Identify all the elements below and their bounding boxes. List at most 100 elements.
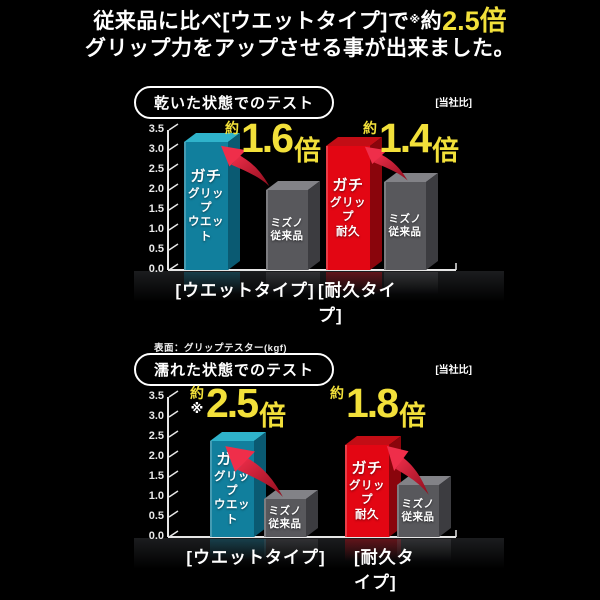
y-tick-label: 1.5 — [148, 203, 164, 215]
bar-gray: ミズノ 従来品 — [384, 182, 426, 270]
multiplier-value: 2.5 — [206, 380, 259, 426]
approx-label: 約 — [225, 120, 239, 136]
bar-label: ガチ — [351, 460, 383, 478]
x-group-label: [耐久タイプ] — [354, 548, 415, 592]
comparison-note: [当社比] — [435, 98, 472, 109]
bar-label: ミズノ — [270, 216, 304, 229]
bar-reflection — [264, 539, 318, 565]
multiplier-value: 1.8 — [346, 380, 399, 426]
header-line-2: グリップ力をアップさせる事が出来ました。 — [85, 37, 515, 60]
bar-reflection — [397, 539, 451, 565]
x-group-label: [ウエットタイプ] — [175, 281, 315, 300]
bar-label: ガチ — [190, 167, 222, 185]
chart-dry-header: 乾いた状態でのテスト [当社比] — [134, 86, 484, 130]
multiplier-prefix: 約 — [330, 385, 344, 401]
increase-arrow-icon — [364, 146, 408, 181]
y-tick-label: 3.0 — [148, 143, 164, 155]
header-line-1: 従来品に比べ[ウエットタイプ]で※約2.5倍 — [0, 8, 600, 35]
y-tick-label: 1.5 — [148, 470, 164, 482]
bar-top-face — [184, 133, 240, 142]
chart-dry-section: 乾いた状態でのテスト [当社比] 3.5 3.0 2.5 2.0 1.5 1.0 0.5 0.… — [134, 86, 504, 354]
y-tick-label: 0.0 — [148, 263, 164, 275]
bar-label: ミズノ — [388, 212, 422, 225]
approx-label: 約 — [363, 120, 377, 136]
chart-wet-header: 濡れた状態でのテスト [当社比] — [134, 353, 484, 397]
bar-label: 従来品 — [388, 226, 422, 238]
multiplier-label: 約 1.8 倍 — [330, 380, 426, 433]
bar-top-face — [266, 181, 320, 190]
bar-red: ガチ グリップ 耐久 — [326, 146, 370, 270]
comparison-note: [当社比] — [435, 365, 472, 376]
bar-label: 従来品 — [268, 518, 302, 530]
bar-reflection — [384, 272, 438, 298]
bar-gray: ミズノ 従来品 — [264, 499, 306, 537]
bar-label: 耐久 — [355, 508, 379, 521]
floor-reflection — [134, 271, 504, 307]
bar-top-face — [397, 476, 451, 485]
y-tick-label: 2.5 — [148, 163, 164, 175]
reference-mark: ※ — [409, 14, 421, 26]
bar-reflection — [345, 539, 401, 565]
approx-label: 約 — [190, 385, 204, 401]
bar-teal: ガチグリップウエット — [184, 142, 228, 270]
bar-label: ミズノ — [401, 497, 435, 510]
increase-arrow-icon — [386, 446, 429, 495]
chart-wet-section: 濡れた状態でのテスト [当社比] 3.5 3.0 2.5 2.0 1.5 1.0 0.5 0.… — [134, 353, 504, 592]
bar-label: ミズノ — [268, 504, 302, 517]
y-tick-label: 3.0 — [148, 410, 164, 422]
x-group-label: [耐久タイプ] — [318, 281, 397, 325]
bar-side-face — [370, 137, 382, 270]
y-tick-label: 0.0 — [148, 530, 164, 542]
surface-footnote: 表面：グリップテスター(kgf) — [154, 343, 288, 354]
floor-reflection — [134, 538, 504, 574]
bar-chart-dry: 3.5 3.0 2.5 2.0 1.5 1.0 0.5 0.0 ガチ グリップ ウエット ミズノ 従来品… — [134, 118, 504, 325]
y-tick-label: 3.5 — [148, 390, 164, 402]
multiplier-prefix: 約 — [363, 120, 377, 136]
bar-reflection — [184, 272, 240, 298]
multiplier-label: 約 1.6 倍 — [225, 118, 321, 168]
bar-top-face — [326, 137, 382, 146]
bar-gray: ミズノ 従来品 — [266, 190, 308, 270]
bar-label: グリップ — [214, 470, 250, 497]
multiplier-label: 約 ※ 2.5 倍 — [190, 380, 286, 433]
bar-label: グリップ — [349, 479, 385, 507]
bar-top-face — [345, 436, 401, 445]
multiplier-unit: 倍 — [294, 136, 321, 166]
bar-side-face — [426, 173, 438, 270]
multiplier-value: 1.4 — [379, 115, 432, 161]
increase-arrow-icon — [221, 145, 270, 187]
approx-label: 約 — [330, 385, 344, 401]
header-text-pre: 従来品に比べ[ウエットタイプ]で — [93, 10, 410, 33]
increase-arrow-icon — [225, 446, 283, 497]
y-tick-label: 0.5 — [148, 510, 164, 522]
bar-label: グリップ — [330, 196, 366, 224]
bar-label: ウエット — [188, 216, 224, 243]
bar-reflection — [266, 272, 320, 298]
y-tick-label: 1.0 — [148, 223, 164, 235]
y-tick-label: 2.0 — [148, 183, 164, 195]
multiplier-label: 約 1.4 倍 — [363, 115, 459, 168]
bar-label: ウエット — [214, 499, 250, 526]
multiplier-unit: 倍 — [259, 401, 286, 431]
multiplier-prefix: 約 ※ — [190, 385, 204, 417]
chart-title-pill: 濡れた状態でのテスト — [134, 353, 335, 386]
bar-side-face — [308, 181, 320, 270]
multiplier-unit: 倍 — [432, 136, 459, 166]
y-tick-label: 2.5 — [148, 430, 164, 442]
bar-label: 耐久 — [336, 225, 360, 238]
header: 従来品に比べ[ウエットタイプ]で※約2.5倍 グリップ力をアップさせる事が出来ま… — [0, 8, 600, 62]
bar-gray: ミズノ 従来品 — [397, 485, 439, 537]
bar-side-face — [254, 432, 266, 537]
y-tick-label: 0.5 — [148, 243, 164, 255]
bar-red: ガチ グリップ 耐久 — [345, 445, 389, 537]
multiplier-unit: 倍 — [399, 401, 426, 431]
bar-reflection — [210, 539, 266, 565]
bar-reflection — [326, 272, 382, 298]
bar-top-face — [264, 490, 318, 499]
y-tick-label: 2.0 — [148, 450, 164, 462]
chart-title-pill: 乾いた状態でのテスト — [134, 86, 335, 119]
bar-top-face — [384, 173, 438, 182]
bar-side-face — [439, 476, 451, 537]
header-approx: 約 — [420, 10, 443, 33]
